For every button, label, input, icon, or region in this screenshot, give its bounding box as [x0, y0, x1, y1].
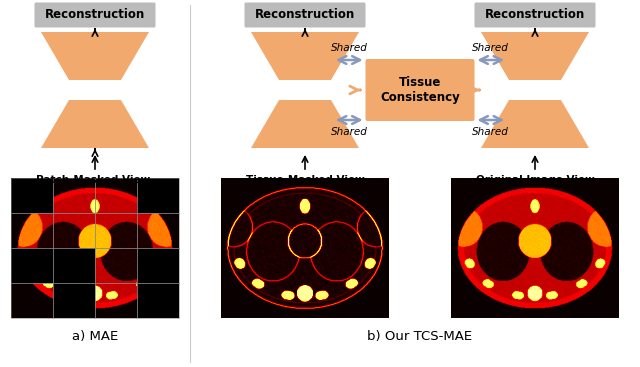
Text: a) MAE: a) MAE	[72, 330, 118, 343]
Bar	[53, 178, 95, 213]
Bar	[11, 213, 53, 248]
FancyBboxPatch shape	[244, 3, 365, 28]
Bar	[95, 178, 137, 213]
Bar	[11, 178, 179, 318]
Text: Reconstruction: Reconstruction	[45, 8, 145, 22]
Bar	[137, 248, 179, 283]
Bar	[11, 248, 53, 283]
Bar	[11, 283, 53, 318]
Text: Shared: Shared	[472, 43, 509, 53]
Polygon shape	[481, 32, 589, 80]
Text: Tissue-Masked View: Tissue-Masked View	[246, 175, 364, 185]
Text: Reconstruction: Reconstruction	[255, 8, 355, 22]
Bar	[137, 213, 179, 248]
Text: Tissue
Consistency: Tissue Consistency	[380, 76, 460, 104]
Bar	[53, 248, 95, 283]
Bar	[53, 283, 95, 318]
Polygon shape	[251, 100, 359, 148]
Bar	[95, 213, 137, 248]
FancyBboxPatch shape	[474, 3, 595, 28]
Text: Shared: Shared	[472, 127, 509, 137]
Text: Original Image View: Original Image View	[476, 175, 595, 185]
Bar	[95, 283, 137, 318]
Bar	[137, 178, 179, 213]
Bar	[11, 178, 53, 213]
Text: Patch-Masked View: Patch-Masked View	[36, 175, 150, 185]
Text: Shared: Shared	[331, 43, 368, 53]
Bar	[451, 178, 619, 318]
Text: Shared: Shared	[331, 127, 368, 137]
Polygon shape	[41, 100, 149, 148]
Polygon shape	[41, 32, 149, 80]
Bar	[95, 248, 137, 283]
Bar	[137, 283, 179, 318]
Text: Reconstruction: Reconstruction	[485, 8, 585, 22]
Polygon shape	[251, 32, 359, 80]
Polygon shape	[481, 100, 589, 148]
FancyBboxPatch shape	[365, 59, 474, 121]
Text: b) Our TCS-MAE: b) Our TCS-MAE	[367, 330, 472, 343]
Bar	[221, 178, 389, 318]
FancyBboxPatch shape	[35, 3, 156, 28]
Bar	[53, 213, 95, 248]
